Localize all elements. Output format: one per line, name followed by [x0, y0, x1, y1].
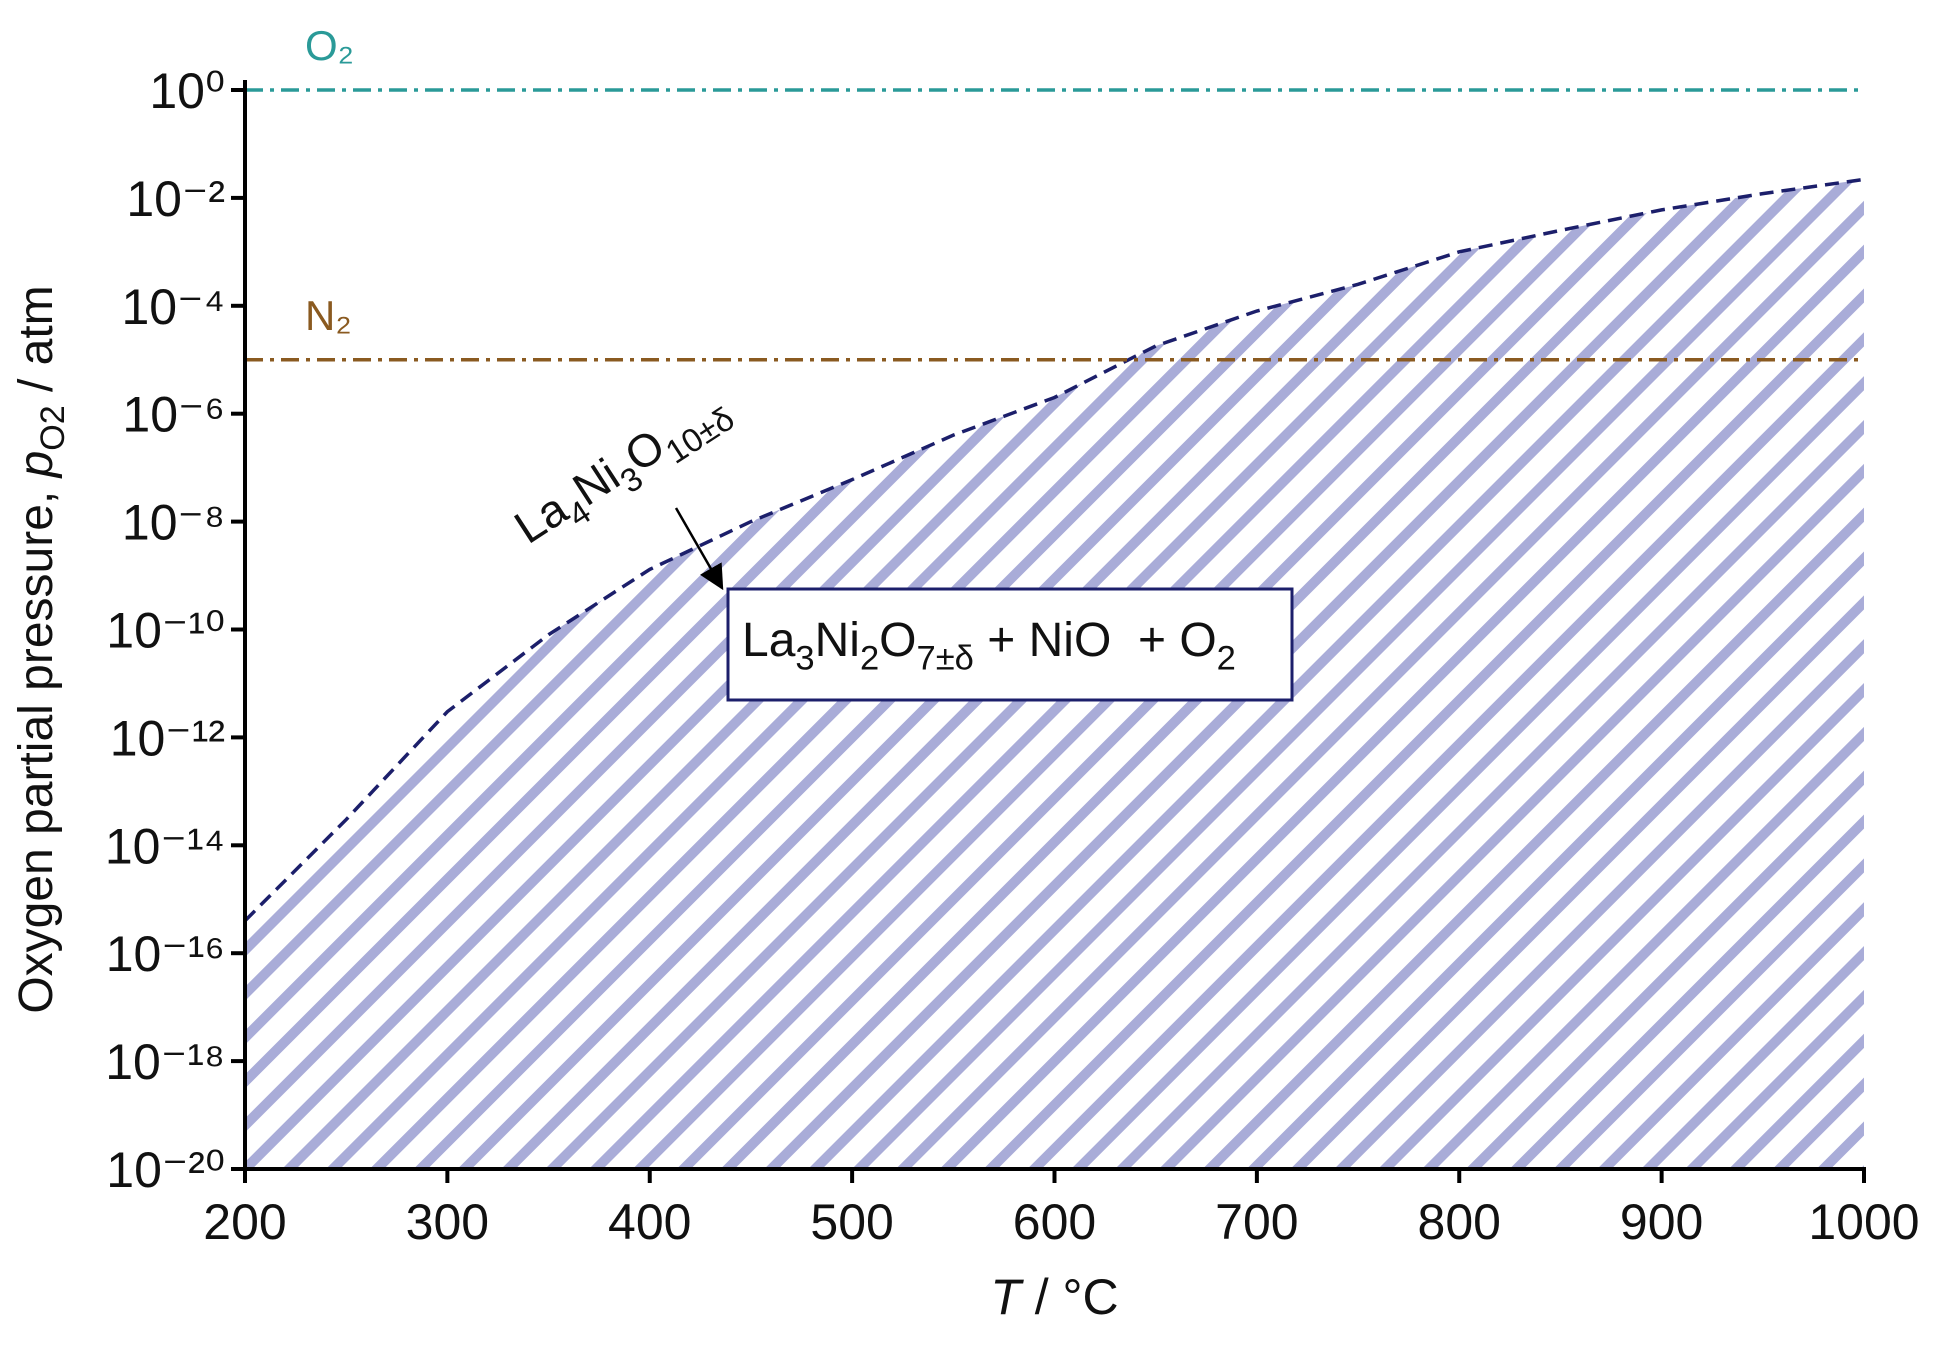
x-tick-label: 800: [1418, 1194, 1501, 1250]
subscript: 10±δ: [659, 400, 741, 471]
annotation-arrow: [674, 507, 724, 591]
y-axis-unit: / atm: [10, 285, 63, 405]
phase-annotation: La4Ni3O10±δ: [505, 379, 741, 563]
y-tick-label: 10⁻¹²: [110, 710, 225, 766]
x-axis-unit: / °C: [1021, 1269, 1119, 1325]
subscript: 2: [860, 639, 879, 677]
x-tick-label: 200: [203, 1194, 286, 1250]
y-axis-subscript: O2: [34, 405, 72, 450]
text-part: La: [505, 482, 577, 554]
x-tick-label: 900: [1620, 1194, 1703, 1250]
x-tick-label: 600: [1013, 1194, 1096, 1250]
y-tick-label: 10⁻¹⁶: [106, 926, 225, 982]
x-axis-symbol: T: [990, 1269, 1024, 1325]
y-tick-label: 10⁻¹⁴: [105, 818, 225, 874]
y-tick-label: 10⁻⁸: [122, 495, 225, 551]
text-part: O: [879, 614, 916, 667]
line-label: O₂: [305, 22, 354, 69]
y-tick-label: 10⁰: [149, 63, 225, 119]
y-axis-symbol: p: [10, 451, 63, 480]
x-tick-label: 500: [810, 1194, 893, 1250]
phase-box: [726, 587, 1294, 702]
x-tick-label: 700: [1215, 1194, 1298, 1250]
text-part: Ni: [815, 614, 860, 667]
y-tick-label: 10⁻⁶: [122, 387, 225, 443]
x-tick-label: 300: [406, 1194, 489, 1250]
x-tick-label: 400: [608, 1194, 691, 1250]
subscript: 3: [795, 639, 814, 677]
y-tick-label: 10⁻⁴: [122, 279, 226, 335]
x-tick-label: 1000: [1808, 1194, 1919, 1250]
phase-box-label: La3Ni2O7±δ + NiO + O2: [742, 614, 1236, 677]
y-tick-label: 10⁻¹⁸: [105, 1034, 225, 1090]
text-part: La: [742, 614, 796, 667]
y-tick-label: 10⁻²: [126, 171, 225, 227]
x-axis-title: T / °C: [990, 1269, 1118, 1325]
subscript: 7±δ: [917, 639, 974, 677]
y-tick-label: 10⁻¹⁰: [106, 603, 225, 659]
y-tick-label: 10⁻²⁰: [106, 1142, 225, 1198]
line-label: N₂: [305, 292, 352, 339]
series-line: [243, 177, 1865, 922]
y-axis-title: Oxygen partial pressure, pO2 / atm: [10, 285, 72, 1013]
subscript: 2: [1217, 639, 1236, 677]
text-part: + NiO + O: [974, 614, 1217, 667]
y-axis-text: Oxygen partial pressure,: [10, 477, 63, 1013]
